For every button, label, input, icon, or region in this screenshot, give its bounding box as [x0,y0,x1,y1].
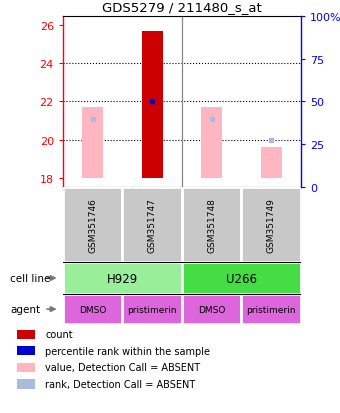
Text: GSM351748: GSM351748 [207,198,216,252]
Bar [201,108,222,178]
Text: U266: U266 [226,272,257,285]
Bar [17,330,35,339]
Text: pristimerin: pristimerin [128,305,177,314]
Bar [17,363,35,372]
Bar [17,347,35,356]
Bar [241,294,301,324]
Text: cell line: cell line [10,273,51,283]
Bar [142,32,163,178]
Bar [82,108,103,178]
Bar [63,262,182,294]
Text: H929: H929 [107,272,138,285]
Bar [182,188,241,262]
Bar [63,294,122,324]
Text: percentile rank within the sample: percentile rank within the sample [46,346,210,356]
Text: DMSO: DMSO [198,305,225,314]
Bar [17,380,35,389]
Text: count: count [46,330,73,339]
Text: agent: agent [10,304,40,314]
Bar [182,294,241,324]
Bar [63,188,122,262]
Text: GSM351747: GSM351747 [148,198,157,252]
Text: DMSO: DMSO [79,305,106,314]
Text: GSM351746: GSM351746 [88,198,97,252]
Text: pristimerin: pristimerin [246,305,296,314]
Bar [182,262,301,294]
Bar [261,148,282,178]
Bar [122,188,182,262]
Title: GDS5279 / 211480_s_at: GDS5279 / 211480_s_at [102,1,262,14]
Text: GSM351749: GSM351749 [267,198,276,252]
Text: rank, Detection Call = ABSENT: rank, Detection Call = ABSENT [46,379,196,389]
Bar [241,188,301,262]
Text: value, Detection Call = ABSENT: value, Detection Call = ABSENT [46,363,201,373]
Bar [122,294,182,324]
